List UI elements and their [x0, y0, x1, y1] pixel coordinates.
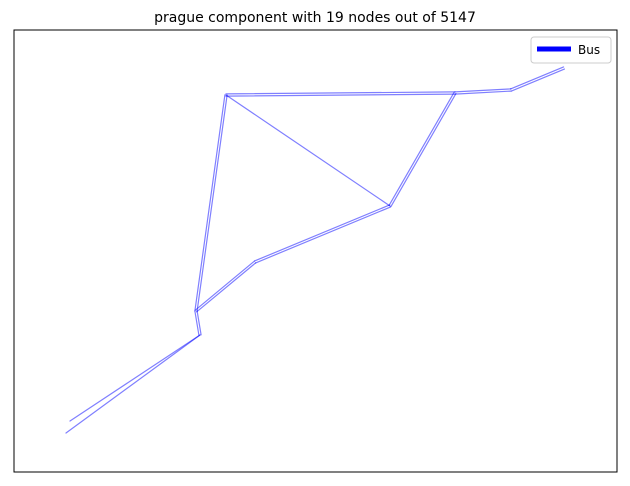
edge-n8-n9 — [69, 334, 201, 422]
edge-n5-n6-2 — [253, 204, 391, 262]
chart-title: prague component with 19 nodes out of 51… — [154, 10, 476, 26]
edge-n8-n10 — [65, 334, 201, 434]
edge-n1-n2-2 — [225, 93, 456, 97]
edge-n2-n3-1 — [454, 88, 512, 93]
edge-n1-n7-1 — [196, 94, 228, 312]
edge-n1-n5 — [225, 94, 391, 207]
network-edges — [65, 66, 566, 434]
edge-n2-n3-2 — [454, 90, 512, 95]
edge-n1-n2-1 — [225, 91, 456, 95]
legend-label-bus: Bus — [578, 43, 600, 57]
edge-n3-n4-1 — [509, 66, 565, 90]
edge-n5-n6-1 — [254, 206, 392, 264]
edge-n3-n4-2 — [510, 68, 566, 92]
edge-n7-n8-2 — [194, 310, 200, 336]
edge-n1-n7-2 — [194, 94, 226, 312]
edge-n2-n5-1 — [390, 92, 457, 208]
legend: Bus — [530, 36, 612, 64]
edge-n6-n7-1 — [196, 262, 257, 313]
edge-n7-n8-1 — [196, 310, 202, 336]
edge-n6-n7-2 — [194, 260, 255, 311]
plot-area-frame — [13, 29, 618, 473]
edge-n2-n5-2 — [388, 91, 455, 207]
